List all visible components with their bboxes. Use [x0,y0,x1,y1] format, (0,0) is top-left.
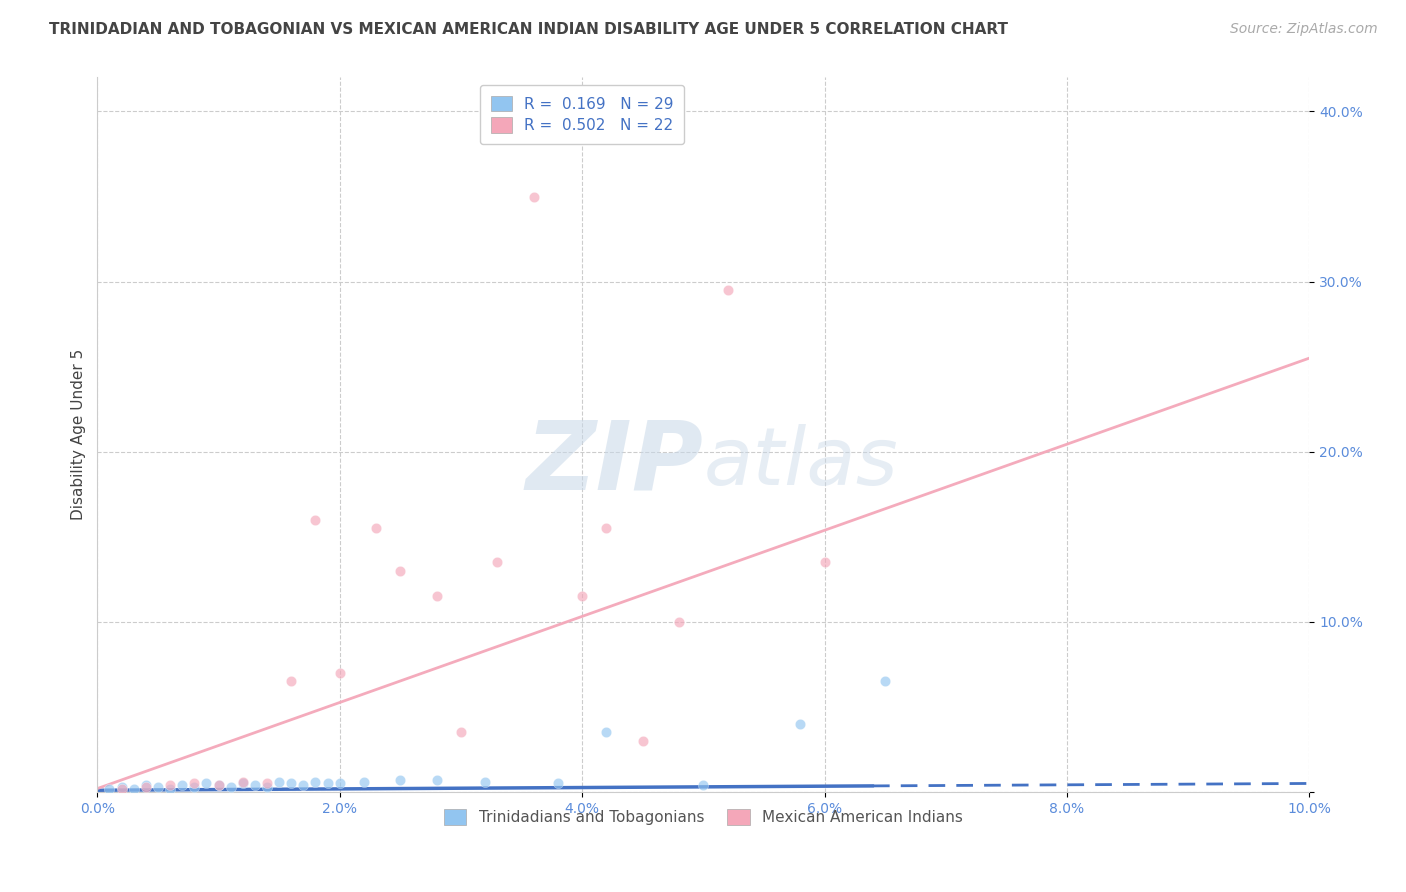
Text: Source: ZipAtlas.com: Source: ZipAtlas.com [1230,22,1378,37]
Point [668,615,690,629]
Text: TRINIDADIAN AND TOBAGONIAN VS MEXICAN AMERICAN INDIAN DISABILITY AGE UNDER 5 COR: TRINIDADIAN AND TOBAGONIAN VS MEXICAN AM… [49,22,1008,37]
Point [813,555,835,569]
Point [159,778,181,792]
Point [232,774,254,789]
Point [875,674,897,689]
Point [256,780,278,794]
Point [716,283,738,297]
Point [159,781,181,796]
Point [207,778,229,792]
Point [110,780,132,794]
Point [110,781,132,796]
Point [146,780,169,794]
Point [474,774,496,789]
Point [692,778,714,792]
Point [389,564,412,578]
Point [304,774,326,789]
Point [595,521,617,535]
Point [789,717,811,731]
Point [547,776,569,790]
Point [280,674,302,689]
Point [122,781,145,796]
Point [329,665,352,680]
Legend: Trinidadians and Tobagonians, Mexican American Indians: Trinidadians and Tobagonians, Mexican Am… [434,800,973,834]
Point [98,781,121,796]
Point [207,778,229,792]
Point [426,772,449,787]
Point [631,734,654,748]
Point [292,778,315,792]
Text: ZIP: ZIP [526,417,703,510]
Point [183,776,205,790]
Point [195,776,218,790]
Point [486,555,509,569]
Point [450,725,472,739]
Y-axis label: Disability Age Under 5: Disability Age Under 5 [72,349,86,520]
Point [364,521,387,535]
Point [595,725,617,739]
Point [329,776,352,790]
Point [135,778,157,792]
Point [183,780,205,794]
Point [243,778,266,792]
Point [304,513,326,527]
Point [426,590,449,604]
Point [280,776,302,790]
Point [316,776,339,790]
Point [389,772,412,787]
Point [353,774,375,789]
Point [256,776,278,790]
Point [219,780,242,794]
Point [172,778,194,792]
Point [135,780,157,794]
Point [232,776,254,790]
Text: atlas: atlas [703,425,898,502]
Point [523,189,546,203]
Point [269,774,291,789]
Point [571,590,593,604]
